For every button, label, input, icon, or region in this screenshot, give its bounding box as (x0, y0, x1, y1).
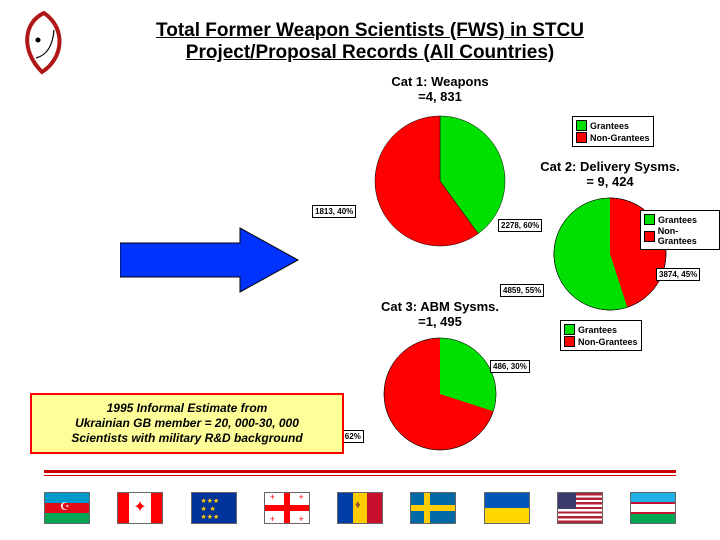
cat2-label-nongrantee: 3874, 45% (656, 268, 700, 281)
cat2-title-l2: = 9, 424 (586, 174, 633, 189)
cat2-title-l1: Cat 2: Delivery Sysms. (540, 159, 679, 174)
chart-cat3: Cat 3: ABM Sysms. =1, 495 486, 30% 795, … (340, 300, 580, 470)
legend-cat2: Grantees Non-Grantees (640, 210, 720, 250)
stcu-logo (14, 10, 74, 80)
cat2-label-grantee: 4859, 55% (500, 284, 544, 297)
arrow-icon (120, 225, 300, 295)
flag-usa (557, 492, 603, 524)
flag-moldova: ♦ (337, 492, 383, 524)
flag-ukraine (484, 492, 530, 524)
cat3-label-grantee: 486, 30% (490, 360, 530, 373)
legend-cat3: Grantees Non-Grantees (560, 320, 642, 351)
divider-thick (44, 470, 676, 473)
pie-cat1 (370, 111, 510, 251)
flag-sweden (410, 492, 456, 524)
flag-georgia: + + + + (264, 492, 310, 524)
cat1-title-l2: =4, 831 (418, 89, 462, 104)
estimate-note: 1995 Informal Estimate from Ukrainian GB… (30, 393, 344, 454)
flag-uzbekistan (630, 492, 676, 524)
cat3-title-l2: =1, 495 (418, 314, 462, 329)
flag-canada: ✦ (117, 492, 163, 524)
cat1-title-l1: Cat 1: Weapons (391, 74, 488, 89)
cat3-title-l1: Cat 3: ABM Sysms. (381, 299, 499, 314)
flag-azerbaijan: ☪ (44, 492, 90, 524)
page-title: Total Former Weapon Scientists (FWS) in … (100, 20, 640, 64)
cat1-label-grantee: 1813, 40% (312, 205, 356, 218)
flag-eu: ★ ★ ★★ ★★ ★ ★ (191, 492, 237, 524)
legend-cat1: Grantees Non-Grantees (572, 116, 654, 147)
flag-row: ☪ ✦ ★ ★ ★★ ★★ ★ ★ + + + + ♦ (44, 492, 676, 524)
divider-thin (44, 475, 676, 476)
pie-cat3 (380, 334, 500, 454)
